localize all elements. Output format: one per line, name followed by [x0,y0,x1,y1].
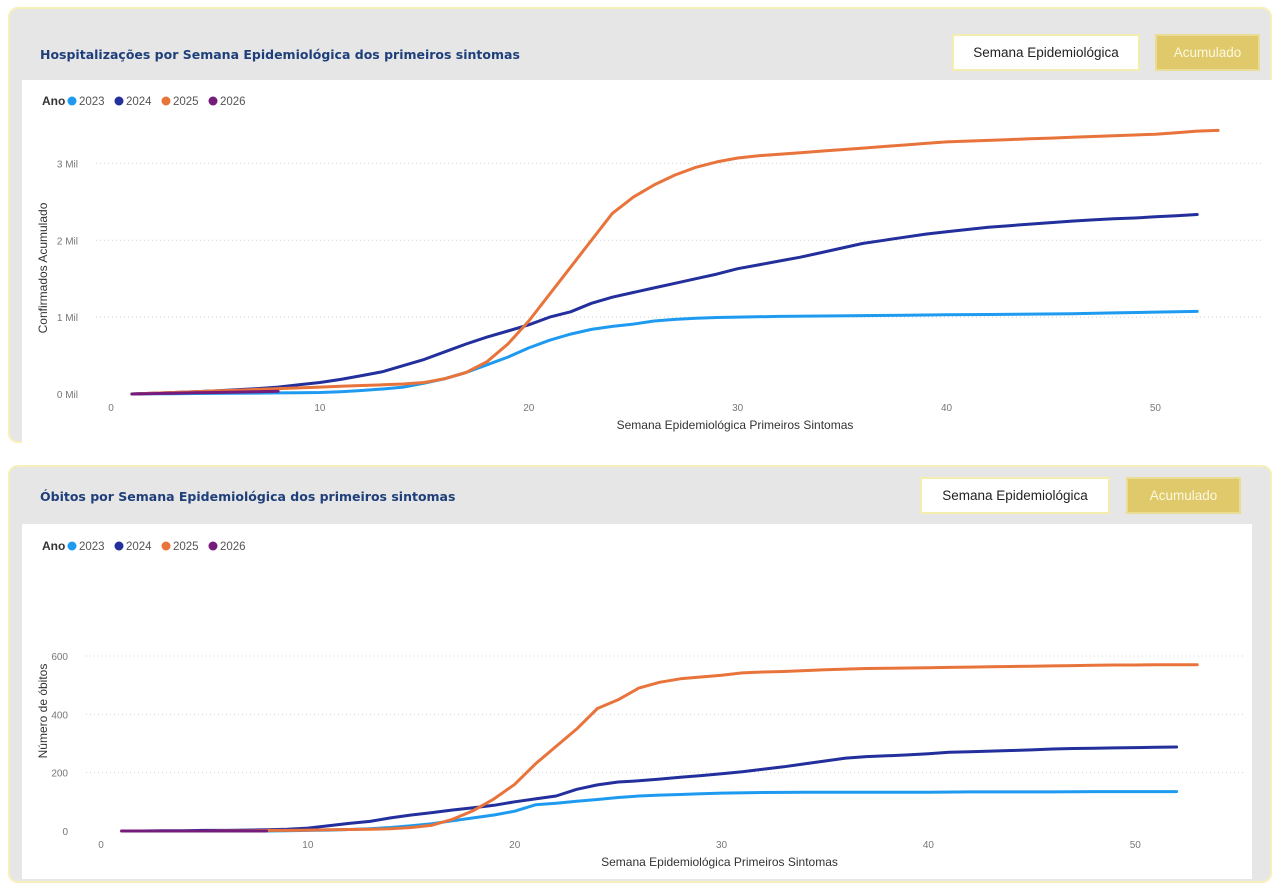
y-axis-title: Número de óbitos [36,664,50,759]
x-tick-label: 0 [108,403,114,414]
x-tick-label: 10 [302,840,314,851]
legend-marker-2026 [208,541,218,551]
x-tick-label: 30 [732,403,744,414]
legend-title: Ano [42,94,65,108]
legend-label-2023: 2023 [79,541,105,553]
y-tick-label: 0 [62,827,68,838]
deaths-chart-title: Óbitos por Semana Epidemiológica dos pri… [40,489,456,504]
legend-marker-2025 [161,541,171,551]
y-tick-label: 0 Mil [57,390,78,401]
series-line-2023 [130,309,1199,396]
series-line-2026 [130,389,280,396]
legend-label-2026: 2026 [220,541,246,553]
y-tick-label: 1 Mil [57,313,78,324]
y-tick-label: 2 Mil [57,236,78,247]
y-tick-label: 3 Mil [57,159,78,170]
legend-label-2023: 2023 [79,96,105,108]
x-tick-label: 30 [716,840,728,851]
deaths-line-chart: Ano 2023 2024 2025 2026 0 200 400 600 0 10 20 30 40 50… [36,539,1243,869]
legend-marker-2025 [161,96,171,106]
x-axis-title: Semana Epidemiológica Primeiros Sintomas [601,855,838,869]
x-tick-label: 20 [509,840,521,851]
acumulado-button[interactable]: Acumulado [1155,34,1260,71]
legend-label-2025: 2025 [173,541,199,553]
x-tick-label: 20 [523,403,535,414]
x-tick-label: 10 [314,403,326,414]
x-tick-label: 40 [941,403,953,414]
hospitalizations-line-chart: Ano 2023 2024 2025 2026 0 Mil 1 Mil 2 Mil 3 Mil 0… [36,94,1264,432]
x-tick-label: 50 [1130,840,1142,851]
series-line-2024 [120,745,1179,833]
legend-title: Ano [42,539,65,553]
hospitalizations-plot-area: Ano 2023 2024 2025 2026 0 Mil 1 Mil 2 Mil 3 Mil 0… [22,80,1274,445]
semana-epidemiologica-button[interactable]: Semana Epidemiológica [952,34,1140,71]
legend-label-2026: 2026 [220,96,246,108]
x-axis-title: Semana Epidemiológica Primeiros Sintomas [617,418,854,432]
legend-marker-2026 [208,96,218,106]
y-tick-label: 400 [51,710,68,721]
legend-marker-2023 [67,541,77,551]
hospitalizations-panel: Hospitalizações por Semana Epidemiológic… [8,7,1274,445]
legend-marker-2023 [67,96,77,106]
x-tick-label: 0 [98,840,104,851]
deaths-plot-area: Ano 2023 2024 2025 2026 0 200 400 600 0 10 20 30 40 50… [22,524,1252,879]
deaths-panel: Óbitos por Semana Epidemiológica dos pri… [8,465,1272,883]
hospitalizations-chart-title: Hospitalizações por Semana Epidemiológic… [40,47,520,62]
series-line-2025 [120,663,1199,833]
y-axis-title: Confirmados Acumulado [36,202,50,333]
x-tick-label: 50 [1150,403,1162,414]
legend-marker-2024 [114,96,124,106]
legend-label-2024: 2024 [126,96,152,108]
legend-marker-2024 [114,541,124,551]
series-line-2024 [130,213,1199,396]
y-tick-label: 200 [51,769,68,780]
legend-label-2024: 2024 [126,541,152,553]
semana-epidemiologica-button-2[interactable]: Semana Epidemiológica [920,477,1110,514]
series-line-2025 [130,128,1220,396]
x-tick-label: 40 [923,840,935,851]
y-tick-label: 600 [51,652,68,663]
acumulado-button-2[interactable]: Acumulado [1126,477,1241,514]
series-line-2023 [120,790,1179,833]
legend-label-2025: 2025 [173,96,199,108]
